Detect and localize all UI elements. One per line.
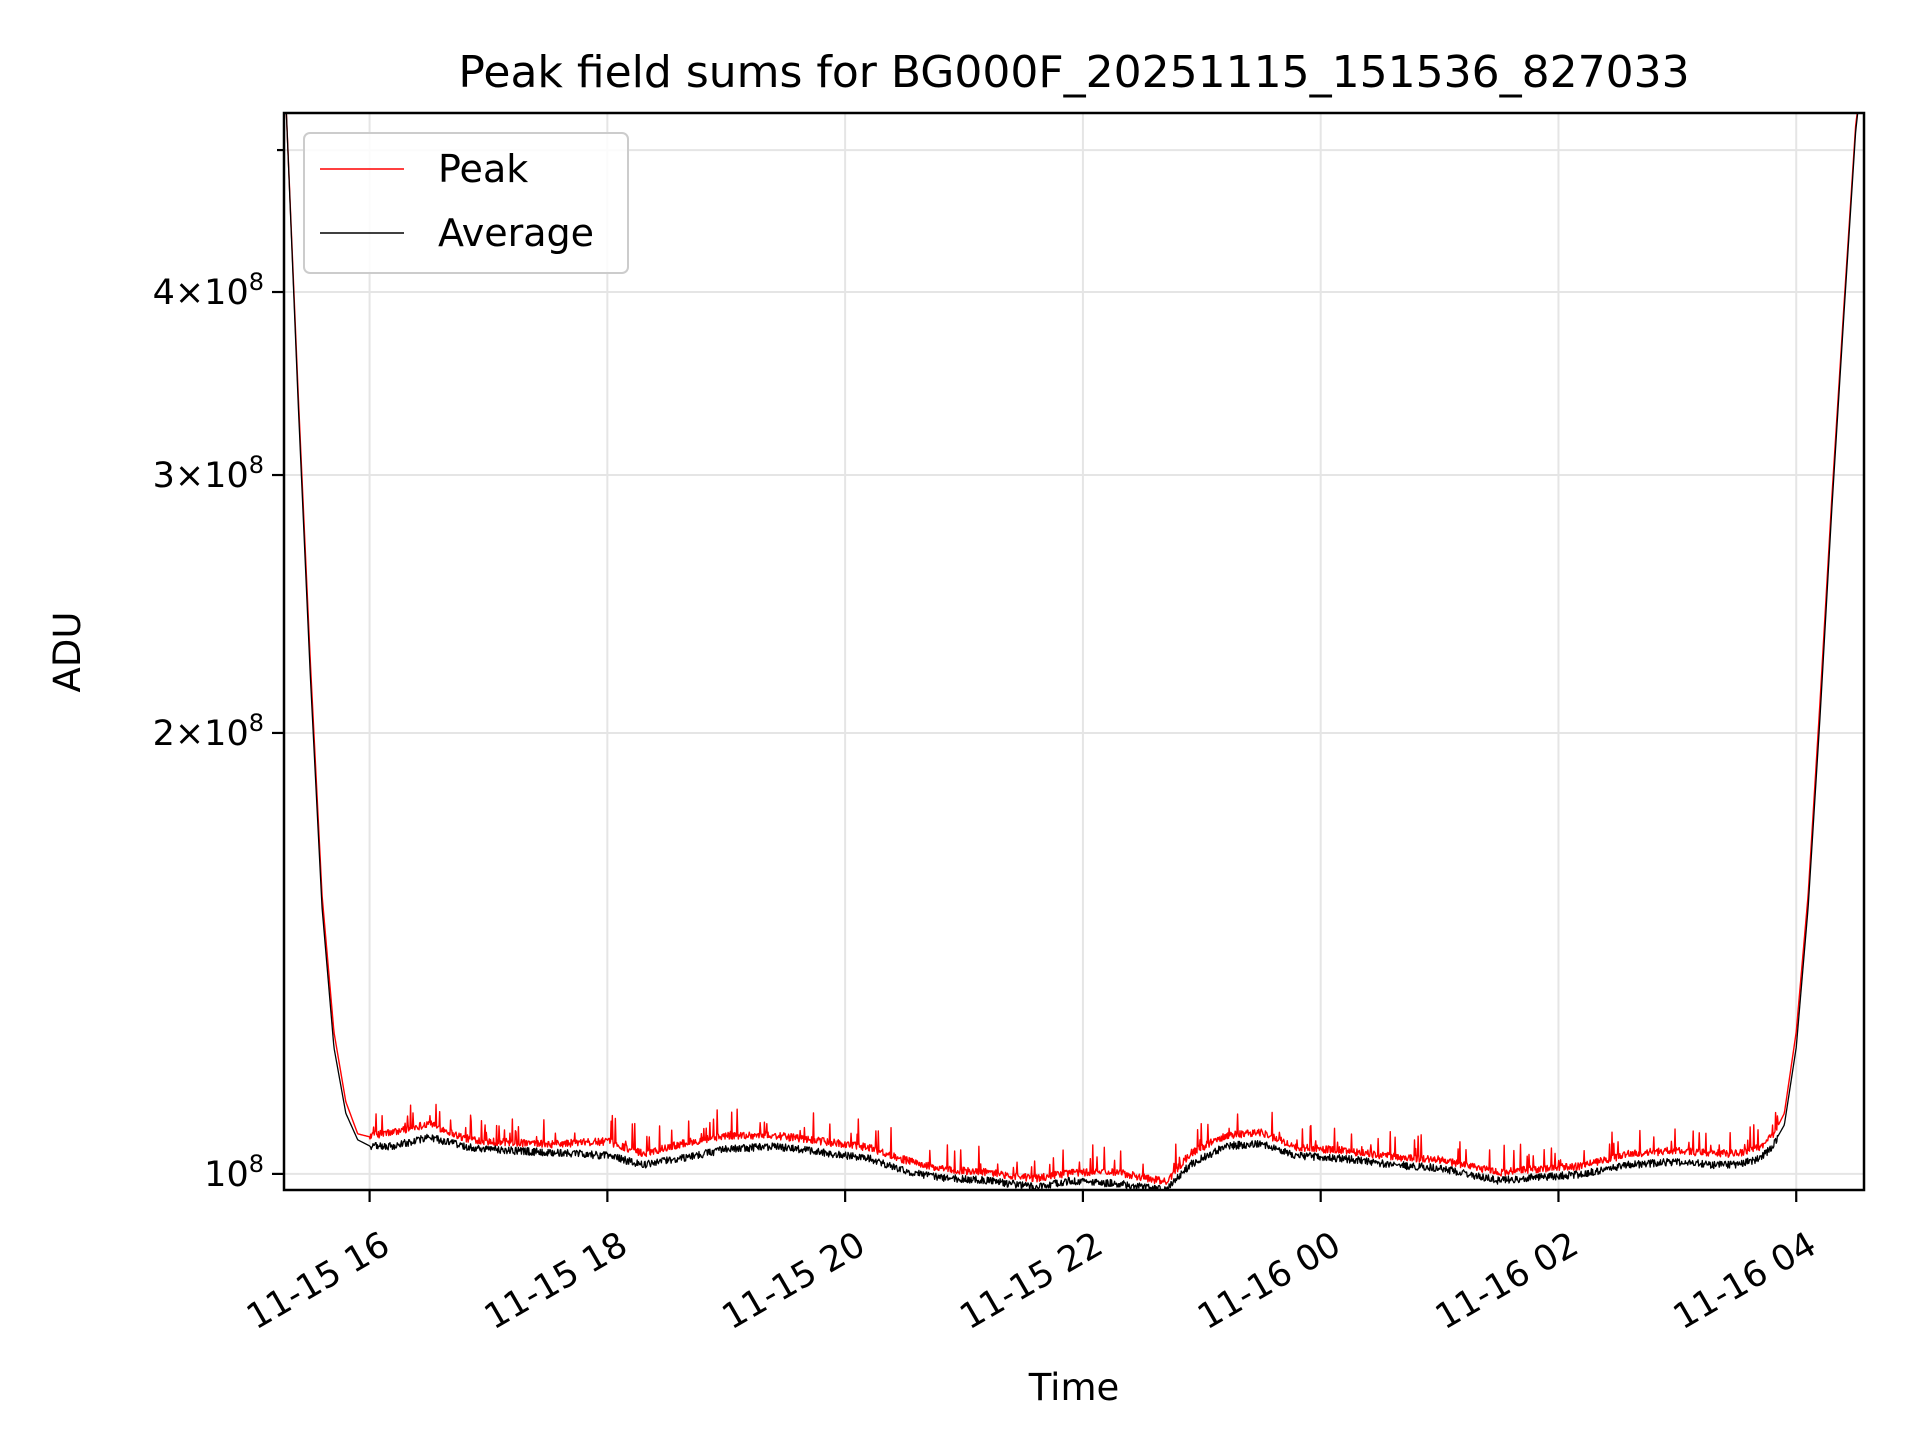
y-tick-label: 4×108: [153, 268, 264, 313]
series-line-peak: [285, 113, 1858, 1186]
y-tick-exponent: 8: [249, 1150, 264, 1178]
plot-frame: [282, 111, 1866, 1192]
y-tick-mantissa: 3: [153, 456, 175, 496]
y-axis: 108 2×108 3×108 4×108: [153, 148, 284, 1195]
legend-label-average: Average: [438, 211, 594, 255]
chart-title: Peak field sums for BG000F_20251115_1515…: [458, 47, 1689, 98]
y-tick-mantissa: 2: [153, 714, 175, 754]
legend: Peak Average: [303, 132, 629, 274]
y-tick-exponent: 8: [249, 709, 264, 737]
y-axis-label: ADU: [46, 612, 89, 693]
legend-label-peak: Peak: [438, 147, 528, 191]
series-layer: [285, 113, 1859, 1190]
series-line-average: [285, 113, 1859, 1190]
y-tick-label: 108: [204, 1150, 264, 1195]
y-tick-exponent: 8: [249, 451, 264, 479]
x-axis-label: Time: [1028, 1366, 1120, 1409]
y-tick-label: 2×108: [153, 709, 264, 754]
legend-box: [303, 132, 629, 274]
y-tick-mantissa: 4: [153, 273, 175, 313]
y-tick-label: 3×108: [153, 451, 264, 496]
y-tick-exponent: 8: [249, 268, 264, 296]
